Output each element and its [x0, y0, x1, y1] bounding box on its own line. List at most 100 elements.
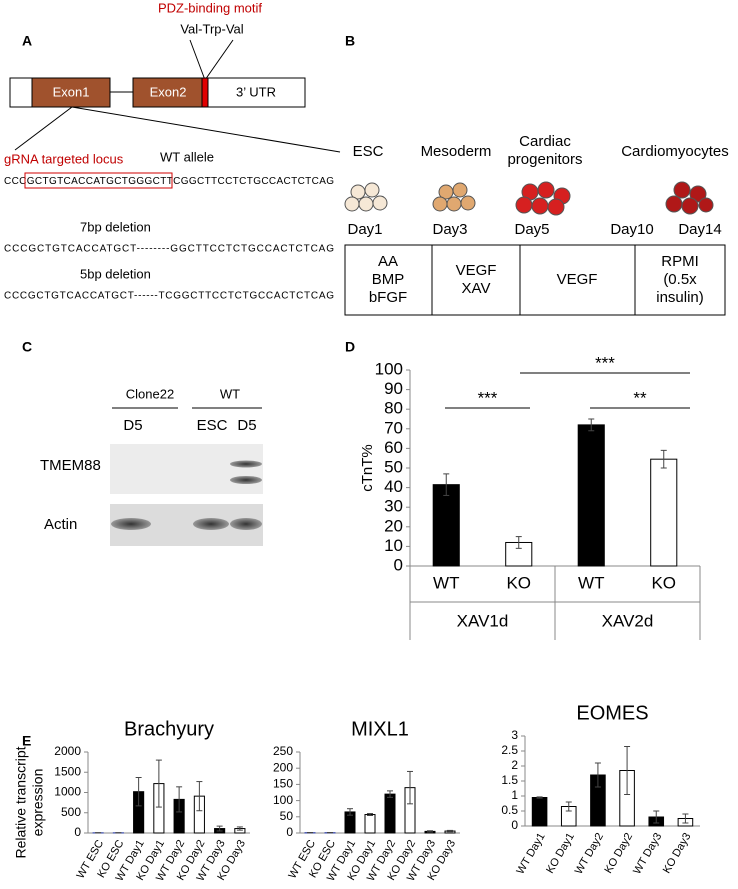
day: Day1	[347, 221, 382, 238]
panel-b: B ESC Mesoderm Cardiac progenitors Cardi…	[344, 33, 729, 316]
panel-a: A PDZ-binding motif Val-Trp-Val Exon1 Ex…	[4, 0, 341, 302]
y-tick-label: 50	[280, 809, 294, 823]
medium: (0.5x	[663, 271, 697, 288]
medium: bFGF	[369, 289, 407, 306]
day: Day5	[514, 221, 549, 238]
y-axis-label: cTnT%	[359, 444, 376, 492]
stage: Mesoderm	[421, 143, 492, 160]
y-tick-label: 10	[384, 536, 403, 555]
panel-c: C Clone22 WT D5 ESC D5 TMEM88 Actin	[22, 339, 263, 546]
exon-label: Exon2	[150, 84, 187, 99]
y-tick-label: 250	[273, 744, 293, 758]
y-tick-label: 0	[74, 825, 81, 839]
blot	[110, 444, 263, 494]
x-tick-label: WT	[433, 573, 459, 592]
x-tick-label: WT Day1	[514, 831, 547, 877]
group-label: WT	[220, 386, 240, 401]
panel-label: C	[22, 339, 32, 355]
chart-title: Brachyury	[124, 718, 214, 740]
band	[193, 518, 229, 530]
y-tick-label: 0	[286, 825, 293, 839]
bar	[364, 814, 376, 834]
significance: ***	[478, 388, 498, 407]
y-tick-label: 150	[273, 777, 293, 791]
x-tick-label: WT Day3	[631, 831, 664, 877]
group-label: Clone22	[126, 386, 174, 401]
stage: progenitors	[507, 151, 582, 168]
row-label: TMEM88	[40, 457, 101, 474]
y-tick-label: 90	[384, 379, 403, 398]
sequence: CCCGCTGTCACCATGCT------TCGGCTTCCTCTGCCAC…	[4, 291, 334, 302]
utr-label: 3’ UTR	[236, 84, 276, 99]
y-tick-label: 500	[61, 805, 81, 819]
exon	[31, 77, 111, 108]
y-tick-label: 100	[375, 359, 403, 378]
motif-label: PDZ-binding motif	[158, 0, 262, 15]
band	[230, 460, 262, 468]
y-tick-label: 1000	[54, 785, 81, 799]
y-tick-label: 1500	[54, 764, 81, 778]
y-tick-label: 1.5	[501, 773, 518, 787]
y-tick-label: 70	[384, 418, 403, 437]
zoom-line	[71, 106, 341, 153]
stage: Cardiomyocytes	[621, 143, 729, 160]
pointer	[189, 39, 206, 81]
stage: Cardiac	[519, 133, 571, 150]
zoom-line	[14, 106, 73, 151]
day: Day3	[432, 221, 467, 238]
chart-title: EOMES	[576, 702, 648, 724]
band	[111, 518, 151, 530]
bar	[650, 458, 678, 567]
grna-box	[24, 172, 173, 189]
stage: ESC	[353, 143, 384, 160]
x-tick-label: WT Day2	[573, 831, 606, 877]
significance: ***	[595, 353, 615, 372]
y-tick-label: 100	[273, 793, 293, 807]
bar	[384, 793, 396, 834]
y-tick-label: 2000	[54, 744, 81, 758]
seq-part: TCGGCTTCCTCTGCCACTCTCAG	[167, 176, 335, 187]
band	[230, 476, 262, 484]
pointer	[204, 39, 234, 81]
band	[230, 518, 262, 530]
medium: RPMI	[661, 253, 699, 270]
y-tick-label: 2	[511, 758, 518, 772]
bar	[577, 424, 605, 567]
y-tick-label: 40	[384, 477, 403, 496]
y-axis-label: expression	[30, 769, 46, 837]
y-tick-label: 1	[511, 788, 518, 802]
y-tick-label: 80	[384, 399, 403, 418]
motif-region	[201, 77, 209, 108]
bar	[432, 484, 460, 567]
grna-label: gRNA targeted locus	[4, 151, 124, 166]
y-tick-label: 20	[384, 516, 403, 535]
y-tick-label: 200	[273, 760, 293, 774]
medium: AA	[378, 253, 398, 270]
row-label: Actin	[44, 516, 77, 533]
exon-label: Exon1	[53, 84, 90, 99]
x-tick-label: KO	[506, 573, 531, 592]
y-tick-label: 50	[384, 457, 403, 476]
seq-part: CCC	[4, 176, 26, 187]
sequence: CCCGCTGTCACCATGCTGGGCTTCGGCTTCCTCTGCCACT…	[4, 176, 334, 187]
day: Day14	[678, 221, 721, 238]
seq-target: GCTGTCACCATGCTGGGCT	[27, 176, 167, 187]
utr-box	[207, 77, 306, 108]
y-tick-label: 3	[511, 728, 518, 742]
y-tick-label: 60	[384, 438, 403, 457]
group-label: XAV2d	[602, 611, 654, 630]
medium: XAV	[462, 280, 491, 297]
panel-label: D	[345, 339, 355, 355]
utr-box	[9, 77, 33, 108]
x-tick-label: KO	[651, 573, 676, 592]
x-tick-label: KO Day2	[602, 831, 635, 876]
medium: BMP	[372, 271, 405, 288]
x-tick-label: KO Day1	[544, 831, 577, 876]
media-table	[344, 244, 726, 316]
lane-label: D5	[237, 417, 256, 434]
panel-label: B	[345, 33, 355, 49]
day: Day10	[610, 221, 653, 238]
medium: VEGF	[557, 271, 598, 288]
cells	[344, 181, 714, 216]
